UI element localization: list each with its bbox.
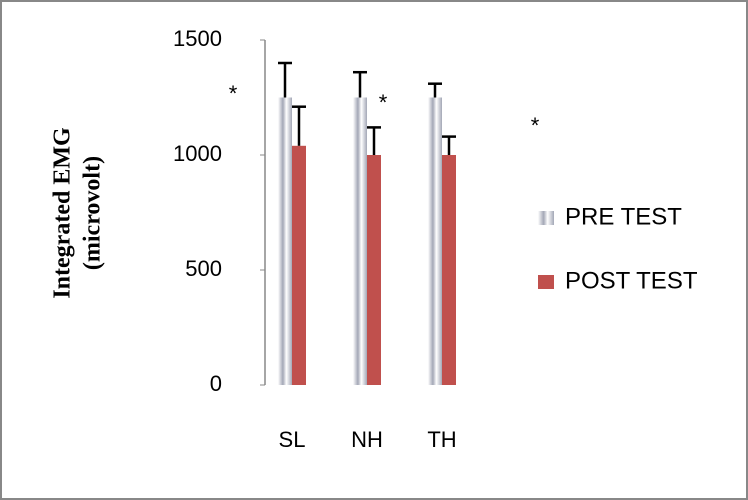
- legend-swatch: [538, 275, 554, 289]
- bar: [353, 97, 367, 385]
- y-tick-label: 500: [185, 256, 222, 281]
- annotation: *: [229, 81, 238, 106]
- bar: [278, 97, 292, 385]
- x-tick-label: TH: [427, 427, 456, 452]
- y-axis-title-line: Integrated EMG: [50, 127, 76, 299]
- x-tick-label: SL: [279, 427, 306, 452]
- y-tick-label: 0: [210, 371, 222, 396]
- legend-label: PRE TEST: [565, 203, 682, 230]
- legend-swatch: [538, 211, 554, 225]
- bar: [292, 145, 306, 385]
- annotation: *: [531, 113, 540, 138]
- bar: [442, 155, 456, 385]
- annotation: *: [379, 90, 388, 115]
- legend-label: POST TEST: [565, 267, 698, 294]
- bar: [367, 155, 381, 385]
- y-axis-title: Integrated EMG (microvolt): [50, 127, 106, 299]
- bar: [428, 97, 442, 385]
- y-tick-label: 1000: [173, 141, 222, 166]
- x-tick-label: NH: [351, 427, 383, 452]
- y-axis-title-line: (microvolt): [80, 156, 106, 270]
- y-tick-label: 1500: [173, 26, 222, 51]
